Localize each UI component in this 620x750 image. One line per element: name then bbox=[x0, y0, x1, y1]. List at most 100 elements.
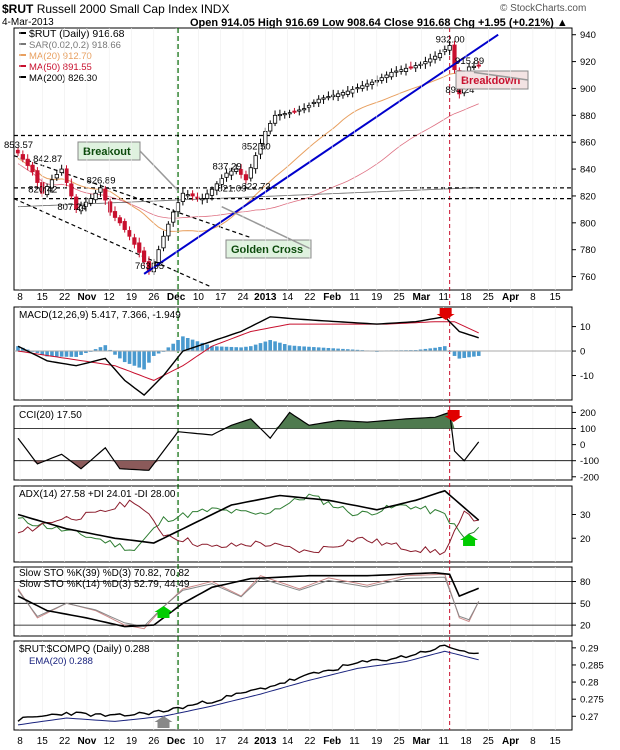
candle-body bbox=[476, 64, 481, 67]
x-tick-label: 11 bbox=[349, 292, 360, 303]
x-tick-label: 18 bbox=[460, 292, 472, 303]
cci-title: CCI(20) 17.50 bbox=[19, 410, 82, 421]
macd-hist-bar bbox=[282, 344, 287, 352]
macd-hist-bar bbox=[152, 351, 156, 356]
y-tick-label: 100 bbox=[580, 424, 596, 435]
macd-hist-bar bbox=[321, 347, 326, 352]
legend-swatch bbox=[19, 65, 26, 67]
x-tick-label: 8 bbox=[17, 736, 23, 747]
y-tick-label: 940 bbox=[580, 30, 596, 41]
x-tick-label: 24 bbox=[237, 292, 249, 303]
macd-hist-bar bbox=[219, 346, 224, 352]
sto-d14-line bbox=[17, 576, 480, 627]
macd-hist-bar bbox=[176, 340, 180, 352]
candle-body bbox=[432, 55, 438, 60]
candle-body bbox=[340, 92, 346, 96]
y-tick-label: 20 bbox=[580, 621, 591, 632]
x-tick-label: 12 bbox=[104, 292, 116, 303]
candle-body bbox=[209, 188, 215, 196]
candle-body bbox=[108, 201, 113, 213]
candle-body bbox=[195, 196, 200, 199]
macd-hist-bar bbox=[84, 351, 88, 354]
y-tick-label: 900 bbox=[580, 84, 596, 95]
y-tick-label: 860 bbox=[580, 138, 596, 149]
macd-hist-bar bbox=[433, 347, 437, 352]
macd-hist-bar bbox=[181, 336, 185, 352]
y-tick-label: 800 bbox=[580, 218, 596, 229]
macd-hist-bar bbox=[423, 348, 428, 352]
macd-hist-bar bbox=[45, 351, 49, 357]
candle-body bbox=[112, 211, 118, 218]
macd-hist-bar bbox=[132, 351, 137, 366]
candle-body bbox=[350, 88, 355, 94]
price-label: 763.55 bbox=[135, 261, 164, 272]
candle-body bbox=[277, 114, 283, 117]
macd-hist-bar bbox=[239, 347, 243, 352]
price-label: 826.89 bbox=[86, 176, 115, 187]
candle-body bbox=[35, 170, 40, 183]
x-tick-label: Feb bbox=[323, 292, 341, 303]
price-label: 822.73 bbox=[242, 181, 271, 192]
macd-hist-bar bbox=[438, 346, 442, 352]
macd-hist-bar bbox=[462, 351, 466, 358]
x-tick-label: 19 bbox=[371, 292, 383, 303]
y-tick-label: 80 bbox=[580, 577, 591, 588]
candle-body bbox=[224, 172, 229, 178]
y-tick-label: 920 bbox=[580, 57, 596, 68]
trend-line bbox=[143, 33, 499, 275]
macd-hist-bar bbox=[59, 351, 64, 357]
candle-body bbox=[399, 69, 404, 72]
candle-body bbox=[258, 143, 263, 155]
macd-hist-bar bbox=[103, 345, 108, 352]
candle-body bbox=[321, 97, 326, 100]
macd-hist-bar bbox=[476, 351, 481, 356]
y-tick-label: -10 bbox=[580, 371, 594, 382]
candle-body bbox=[59, 168, 64, 174]
candle-body bbox=[161, 235, 166, 249]
macd-hist-bar bbox=[258, 343, 263, 352]
price-label: 821.03 bbox=[217, 184, 246, 195]
sto-k39-line bbox=[17, 571, 480, 628]
candle-body bbox=[311, 101, 316, 104]
cci-oversold-fill bbox=[18, 460, 479, 471]
macd-hist-bar bbox=[79, 351, 83, 355]
macd-hist-bar bbox=[341, 348, 345, 352]
price-label: 932.00 bbox=[436, 34, 465, 45]
candle-body bbox=[316, 98, 321, 104]
candle-body bbox=[15, 149, 21, 154]
candle-body bbox=[408, 66, 413, 69]
x-tick-label: 15 bbox=[37, 292, 49, 303]
x-tick-label: 15 bbox=[550, 292, 562, 303]
candle-body bbox=[418, 63, 423, 66]
candle-body bbox=[175, 202, 181, 213]
candle-body bbox=[103, 188, 108, 201]
macd-hist-bar bbox=[302, 346, 306, 352]
x-tick-label: 18 bbox=[460, 736, 472, 747]
panel-frame-3 bbox=[13, 485, 573, 563]
y-tick-label: -200 bbox=[580, 472, 599, 483]
price-label: 915.89 bbox=[455, 56, 484, 67]
x-tick-label: 22 bbox=[59, 292, 71, 303]
macd-signal-line bbox=[17, 321, 479, 381]
arrow-cci-down bbox=[444, 410, 463, 422]
x-tick-label: Apr bbox=[502, 736, 519, 747]
x-tick-label: Nov bbox=[77, 292, 96, 303]
macd-hist-bar bbox=[171, 343, 175, 352]
legend-swatch bbox=[19, 54, 26, 56]
macd-hist-bar bbox=[166, 347, 171, 352]
candle-body bbox=[379, 77, 384, 81]
cci-line bbox=[17, 411, 480, 471]
candle-body bbox=[30, 164, 35, 173]
annotation-pointer bbox=[139, 150, 179, 192]
candle-body bbox=[127, 230, 132, 237]
macd-hist-bar bbox=[234, 347, 239, 352]
candle-body bbox=[117, 217, 122, 224]
annotation-label: Breakout bbox=[83, 146, 131, 158]
candle-body bbox=[229, 170, 234, 176]
watermark: © StockCharts.com bbox=[500, 3, 587, 14]
macd-hist-bar bbox=[326, 347, 331, 352]
ema20-ratio-line bbox=[17, 650, 479, 726]
x-tick-label: 10 bbox=[193, 736, 205, 747]
sto-title: Slow STO %K(39) %D(3) 70.82, 70.82 bbox=[19, 568, 190, 579]
legend-swatch bbox=[19, 32, 26, 34]
